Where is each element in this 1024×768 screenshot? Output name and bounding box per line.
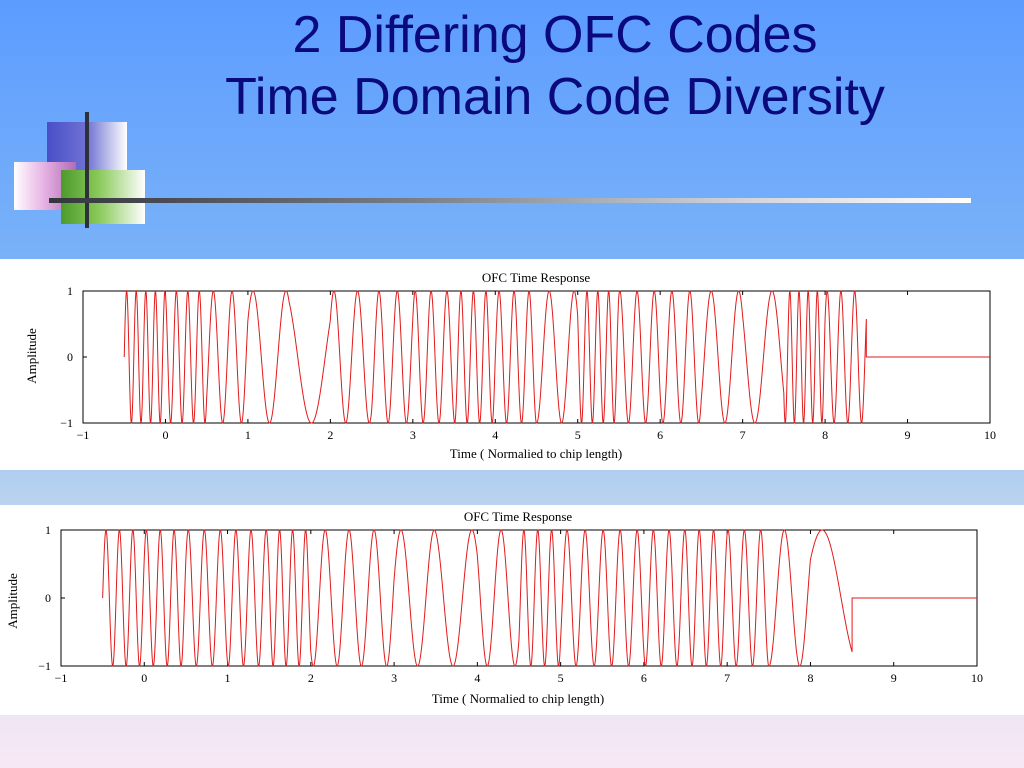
decor-green-square xyxy=(61,170,145,224)
x-tick-label: 4 xyxy=(474,671,480,685)
x-tick-label: 3 xyxy=(410,428,416,442)
y-tick-label: 1 xyxy=(45,523,51,537)
chart-title: OFC Time Response xyxy=(464,509,573,524)
x-axis-label: Time ( Normalied to chip length) xyxy=(450,446,622,461)
x-tick-label: 9 xyxy=(905,428,911,442)
title-line-1: 2 Differing OFC Codes xyxy=(292,6,818,64)
decor-vertical-bar xyxy=(85,112,89,228)
x-tick-label: 5 xyxy=(575,428,581,442)
x-tick-label: 1 xyxy=(245,428,251,442)
y-axis-label: Amplitude xyxy=(24,328,39,384)
y-tick-label: 1 xyxy=(67,284,73,298)
x-tick-label: 6 xyxy=(641,671,647,685)
x-tick-label: 0 xyxy=(162,428,168,442)
x-tick-label: 6 xyxy=(657,428,663,442)
x-tick-label: 8 xyxy=(807,671,813,685)
chart-panel-2: OFC Time Response Time ( Normalied to ch… xyxy=(0,505,1024,715)
plot-frame xyxy=(82,290,991,424)
ofc-chart-1: OFC Time Response Time ( Normalied to ch… xyxy=(24,270,996,461)
slide-title: 2 Differing OFC Codes Time Domain Code D… xyxy=(0,4,1024,128)
x-tick-label: 1 xyxy=(225,671,231,685)
decor-horizontal-rule xyxy=(49,198,971,203)
x-tick-label: 0 xyxy=(141,671,147,685)
x-tick-label: 7 xyxy=(740,428,746,442)
x-axis-label: Time ( Normalied to chip length) xyxy=(432,691,604,706)
y-tick-label: 0 xyxy=(45,591,51,605)
x-tick-label: 8 xyxy=(822,428,828,442)
x-tick-label: 4 xyxy=(492,428,498,442)
y-tick-label: −1 xyxy=(60,416,73,430)
chart-title: OFC Time Response xyxy=(482,270,591,285)
x-tick-label: 3 xyxy=(391,671,397,685)
x-tick-label: 2 xyxy=(327,428,333,442)
x-tick-label: 9 xyxy=(891,671,897,685)
ofc-signal-line xyxy=(102,529,977,667)
y-axis-label: Amplitude xyxy=(5,573,20,629)
x-tick-label: 7 xyxy=(724,671,730,685)
y-tick-label: 0 xyxy=(67,350,73,364)
title-line-2: Time Domain Code Diversity xyxy=(225,68,885,126)
y-tick-label: −1 xyxy=(38,659,51,673)
chart-panel-1: OFC Time Response Time ( Normalied to ch… xyxy=(0,259,1024,470)
x-tick-label: 10 xyxy=(971,671,983,685)
x-tick-label: −1 xyxy=(55,671,68,685)
ofc-signal-line xyxy=(123,289,990,425)
x-tick-label: −1 xyxy=(77,428,90,442)
x-tick-label: 10 xyxy=(984,428,996,442)
x-tick-label: 5 xyxy=(558,671,564,685)
x-tick-label: 2 xyxy=(308,671,314,685)
ofc-chart-2: OFC Time Response Time ( Normalied to ch… xyxy=(5,509,983,706)
